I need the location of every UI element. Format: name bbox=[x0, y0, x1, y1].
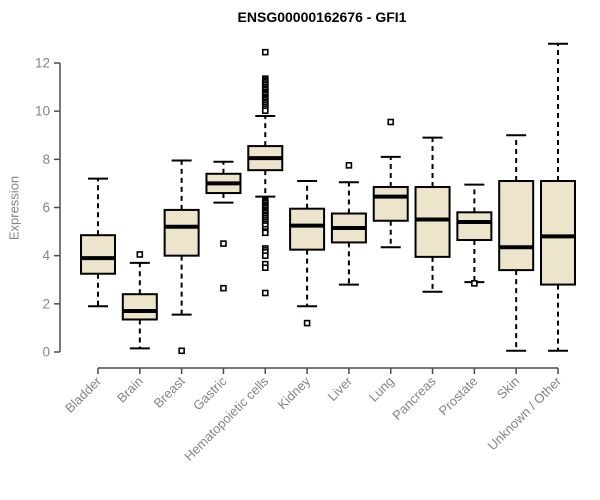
box-prostate bbox=[456, 183, 493, 287]
x-tick-label: Lung bbox=[366, 374, 397, 405]
outlier-point bbox=[387, 118, 395, 126]
y-tick-label: 12 bbox=[35, 56, 50, 71]
x-tick-label: Bladder bbox=[62, 373, 105, 416]
outlier-point bbox=[220, 284, 227, 292]
outlier-point bbox=[178, 347, 185, 355]
y-tick-label: 0 bbox=[42, 345, 50, 360]
y-tick-label: 6 bbox=[42, 200, 50, 215]
box-hematopoietic-cells bbox=[247, 48, 284, 297]
y-tick-label: 2 bbox=[42, 296, 50, 311]
x-tick-label: Pancreas bbox=[389, 373, 439, 423]
box-skin bbox=[498, 134, 535, 352]
y-axis: 0 2 4 6 8 10 12 bbox=[35, 56, 61, 360]
x-tick-label: Prostate bbox=[436, 374, 481, 419]
outlier-point bbox=[136, 251, 144, 258]
chart-title: ENSG00000162676 - GFI1 bbox=[237, 9, 407, 25]
iqr-box bbox=[372, 186, 409, 222]
iqr-box bbox=[456, 211, 493, 242]
y-axis-label: Expression bbox=[6, 175, 22, 241]
iqr-box bbox=[121, 293, 158, 321]
outlier-point bbox=[261, 289, 269, 297]
x-tick-label: Gastric bbox=[190, 373, 230, 413]
x-tick-label: Breast bbox=[151, 373, 188, 410]
iqr-box bbox=[540, 180, 576, 286]
x-tick-label: Brain bbox=[114, 374, 146, 406]
box-breast bbox=[163, 159, 200, 355]
box-bladder bbox=[80, 177, 116, 308]
iqr-box bbox=[163, 208, 200, 257]
x-tick-label: Skin bbox=[494, 374, 522, 402]
outlier-point bbox=[220, 240, 227, 247]
iqr-box bbox=[498, 180, 535, 272]
box-lung bbox=[372, 118, 409, 249]
outlier-point bbox=[261, 252, 269, 259]
box-unknown-other bbox=[540, 42, 576, 352]
y-tick-label: 10 bbox=[35, 104, 50, 119]
y-tick-label: 4 bbox=[42, 248, 50, 263]
outlier-point bbox=[345, 162, 353, 169]
outlier-point bbox=[471, 280, 478, 287]
x-tick-label: Liver bbox=[324, 373, 355, 404]
box-liver bbox=[330, 162, 367, 286]
outlier-point bbox=[261, 48, 269, 56]
x-tick-label: Unknown / Other bbox=[485, 373, 565, 453]
iqr-box bbox=[289, 207, 326, 251]
outlier-point bbox=[261, 229, 269, 237]
box-gastric bbox=[205, 160, 242, 292]
x-tick-label: Kidney bbox=[274, 373, 313, 412]
iqr-box bbox=[414, 186, 451, 258]
y-tick-label: 8 bbox=[42, 152, 50, 167]
iqr-box bbox=[80, 234, 116, 275]
box-pancreas bbox=[414, 136, 451, 293]
outlier-point bbox=[261, 107, 269, 114]
outlier-point bbox=[261, 264, 269, 272]
outlier-point bbox=[303, 319, 311, 327]
box-brain bbox=[121, 251, 158, 350]
box-kidney bbox=[289, 180, 326, 327]
